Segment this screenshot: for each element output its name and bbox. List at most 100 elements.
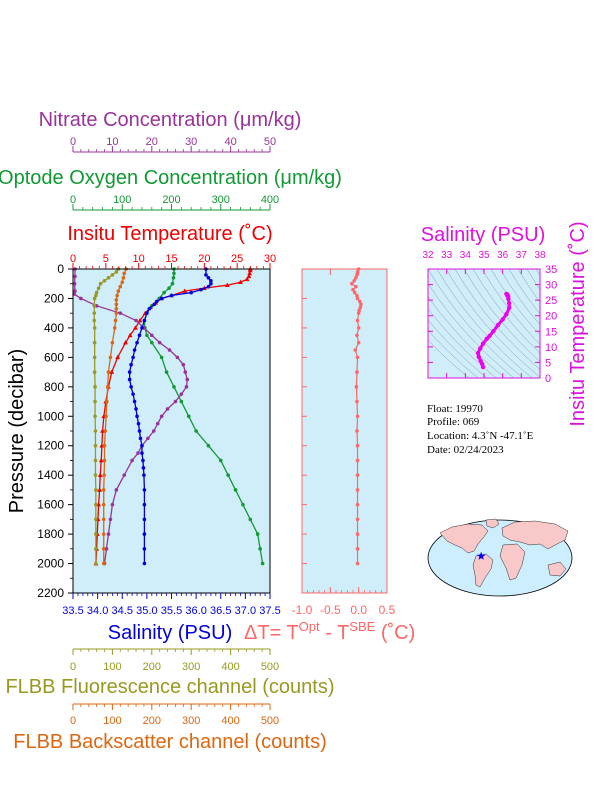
salinity-tick-label: 35.5 (161, 605, 182, 617)
salinity-point (131, 355, 135, 360)
nitrate-point (155, 421, 160, 426)
delta-t-point (355, 355, 360, 360)
map-africa (499, 543, 526, 581)
nitrate-tick-label: 20 (146, 136, 158, 148)
fluorescence-point (93, 443, 98, 448)
backscatter-point (104, 414, 108, 419)
fluorescence-point (92, 311, 97, 315)
backscatter-tick-label: 0 (70, 715, 76, 727)
nitrate-point (146, 436, 150, 441)
oxygen-point (194, 429, 198, 433)
salinity-point (132, 348, 137, 352)
backscatter-point (118, 284, 123, 289)
temperature-point (98, 457, 104, 463)
nitrate-point (72, 281, 77, 286)
ts-temp-tick-label: 20 (545, 311, 557, 323)
delta-t-point (352, 290, 357, 295)
temperature-point (247, 267, 253, 273)
ts-salinity-axis-label: Salinity (PSU) (421, 224, 545, 246)
map-south-america (472, 553, 494, 588)
pressure-tick-label: 600 (44, 350, 64, 364)
oxygen-point (233, 488, 238, 492)
salinity-point (206, 276, 211, 280)
salinity-point (142, 473, 146, 477)
nitrate-point (73, 274, 77, 279)
ts-density-contour (428, 330, 479, 378)
salinity-point (169, 293, 174, 298)
delta-t-axis-label: ΔT= TOpt - TSBE (˚C) (244, 619, 415, 644)
ts-point (487, 333, 492, 339)
main-profile-panel: 0200400600800100012001400160018002000220… (37, 136, 280, 727)
salinity-point (131, 392, 135, 396)
delta-t-point (359, 302, 363, 307)
backscatter-point (101, 561, 106, 566)
salinity-point (138, 436, 143, 441)
ts-density-contour (436, 269, 533, 378)
nitrate-point (157, 340, 162, 345)
float-location-marker (476, 551, 486, 560)
delta-t-point (355, 399, 359, 404)
ts-density-contour (445, 269, 540, 378)
ts-point (476, 354, 481, 360)
ts-density-contour (499, 269, 540, 326)
nitrate-point (108, 517, 113, 522)
nitrate-point (179, 392, 184, 396)
ts-density-contour (481, 269, 540, 345)
salinity-point (209, 281, 213, 286)
salinity-point (142, 532, 147, 536)
fluorescence-point (92, 340, 97, 345)
ts-point (507, 305, 512, 311)
ts-point (478, 358, 483, 364)
fluorescence-point (92, 355, 97, 360)
oxygen-point (248, 517, 253, 522)
delta-t-tick-label: 0.5 (379, 603, 396, 617)
backscatter-point (102, 473, 106, 477)
fluorescence-point (93, 399, 97, 404)
backscatter-point (114, 306, 119, 311)
ts-point (475, 350, 481, 356)
salinity-point (141, 458, 145, 463)
map-north-america (439, 523, 489, 554)
nitrate-point (185, 377, 190, 382)
salinity-point (142, 561, 147, 566)
ts-panel: 32 33 34 35 36 37 38 0 5 10 15 20 25 30 35 (422, 250, 557, 385)
oxygen-point (170, 281, 175, 286)
ts-salinity-tick-label: 37 (516, 250, 528, 261)
temperature-point (244, 276, 250, 282)
delta-t-point (355, 458, 360, 463)
backscatter-point (106, 370, 111, 374)
ts-salinity-tick-label: 32 (422, 250, 434, 261)
pressure-axis-label: Pressure (decibar) (6, 349, 28, 514)
delta-t-point (355, 443, 360, 448)
oxygen-axis: 0 100 200 300 400 (70, 194, 279, 211)
nitrate-point (181, 362, 186, 367)
nitrate-axis: 0 10 20 30 40 50 (70, 136, 276, 153)
delta-t-point (353, 348, 358, 352)
map-australia (547, 561, 567, 577)
nitrate-tick-label: 30 (185, 136, 197, 148)
salinity-point (152, 302, 157, 307)
salinity-point (137, 333, 142, 338)
nitrate-tick-label: 0 (70, 136, 76, 148)
pressure-tick-label: 400 (44, 321, 64, 335)
backscatter-point (101, 517, 106, 522)
backscatter-axis-label: FLBB Backscatter channel (counts) (13, 731, 326, 753)
salinity-tick-label: 33.5 (62, 605, 83, 617)
fluorescence-point (92, 326, 97, 330)
temperature-point (182, 288, 188, 293)
fluorescence-point (94, 293, 98, 298)
salinity-point (142, 547, 147, 551)
backscatter-point (101, 488, 106, 492)
ts-density-contour (526, 269, 540, 291)
fluorescence-point (96, 286, 101, 290)
backscatter-point (103, 429, 108, 433)
nitrate-point (130, 458, 134, 463)
temperature-axis: 0 5 10 15 20 25 30 (70, 253, 276, 269)
fluorescence-point (94, 488, 98, 492)
backscatter-tick-label: 200 (143, 715, 161, 727)
oxygen-point (218, 458, 223, 463)
delta-t-point (356, 311, 361, 315)
ts-point (504, 311, 509, 317)
ts-temp-tick-label: 10 (545, 342, 557, 354)
world-map (427, 518, 573, 597)
